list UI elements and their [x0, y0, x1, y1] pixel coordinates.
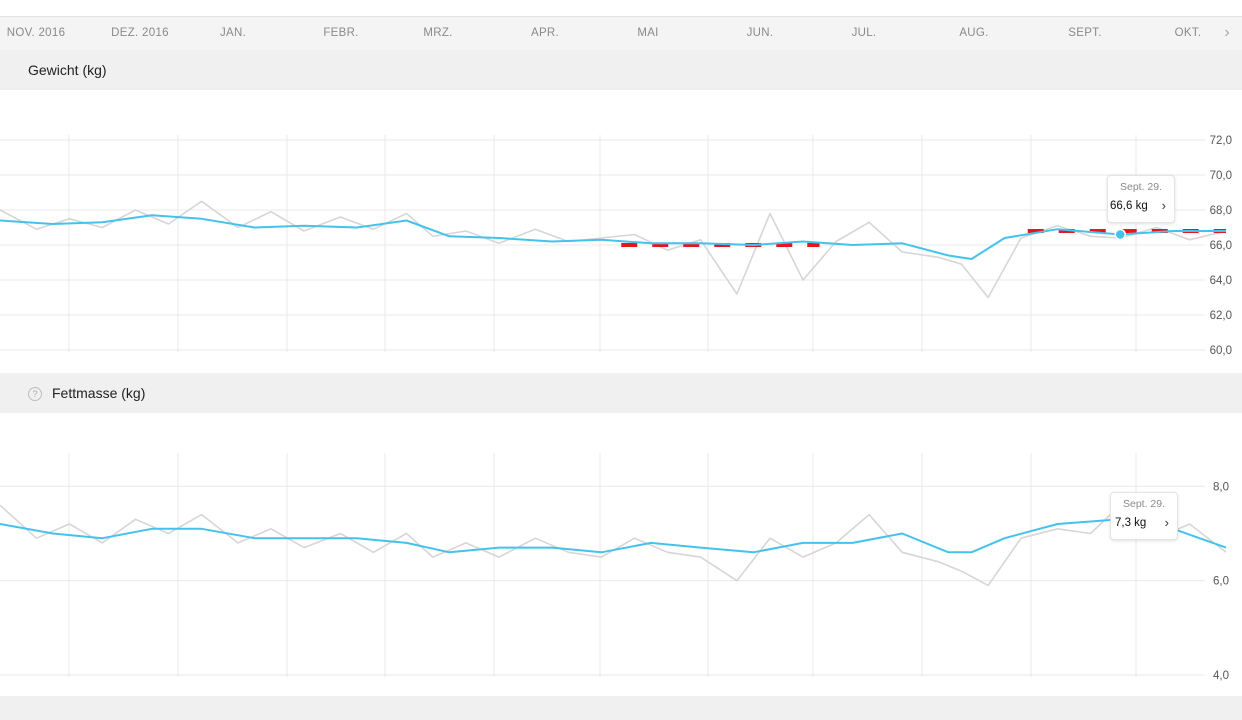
month-label[interactable]: DEZ. 2016 — [111, 27, 169, 39]
chevron-right-icon: › — [1164, 515, 1169, 530]
fat-tooltip-date: Sept. 29. — [1122, 498, 1166, 510]
fat-section-header: ? Fettmasse (kg) — [0, 373, 1242, 413]
fat-ytick-label: 4,0 — [1213, 670, 1229, 682]
fat-section-title: Fettmasse (kg) — [52, 385, 146, 401]
weight-trend-line — [0, 214, 1226, 260]
month-label[interactable]: JUN. — [746, 27, 774, 39]
fat-tooltip-value: 7,3 kg — [1115, 517, 1147, 529]
weight-ytick-label: 62,0 — [1210, 310, 1232, 322]
month-label[interactable]: MAI — [637, 27, 659, 39]
timeline-month-bar: NOV. 2016 DEZ. 2016 JAN. FEBR. MRZ. APR.… — [0, 17, 1242, 51]
month-label[interactable]: NOV. 2016 — [6, 27, 66, 39]
weight-section-title: Gewicht (kg) — [28, 62, 107, 78]
weight-ytick-label: 60,0 — [1210, 345, 1232, 357]
top-strip — [0, 0, 1242, 17]
next-section-header — [0, 696, 1242, 720]
month-label[interactable]: AUG. — [959, 27, 989, 39]
weight-tooltip[interactable]: Sept. 29. 66,6 kg › — [1107, 175, 1175, 223]
fat-chart[interactable]: 4,0 6,0 8,0 — [0, 413, 1242, 696]
month-label[interactable]: APR. — [530, 27, 560, 39]
weight-ytick-label: 64,0 — [1210, 275, 1232, 287]
month-label[interactable]: JAN. — [219, 27, 247, 39]
weight-measurement-line — [0, 200, 1227, 299]
weight-ytick-label: 72,0 — [1210, 135, 1232, 147]
question-circle-icon[interactable]: ? — [28, 387, 42, 401]
weight-ytick-label: 66,0 — [1210, 240, 1232, 252]
fat-trend-line — [0, 518, 1227, 554]
month-label[interactable]: JUL. — [851, 27, 877, 39]
month-label[interactable]: FEBR. — [323, 27, 359, 39]
weight-section-header: Gewicht (kg) — [0, 50, 1242, 90]
fat-ytick-label: 6,0 — [1213, 576, 1229, 588]
month-label[interactable]: OKT. — [1174, 27, 1202, 39]
weight-chart[interactable]: 60,0 62,0 64,0 66,0 68,0 70,0 72,0 — [0, 90, 1242, 373]
weight-ytick-label: 68,0 — [1210, 205, 1232, 217]
month-label[interactable]: SEPT. — [1068, 27, 1102, 39]
weight-tooltip-value: 66,6 kg — [1110, 200, 1148, 212]
fat-ytick-label: 8,0 — [1213, 481, 1229, 493]
chevron-right-icon: › — [1161, 198, 1166, 213]
weight-tooltip-date: Sept. 29. — [1119, 181, 1163, 193]
weight-highlight-point — [1114, 228, 1127, 241]
weight-ytick-label: 70,0 — [1210, 170, 1232, 182]
fat-tooltip[interactable]: Sept. 29. 7,3 kg › — [1110, 492, 1178, 540]
month-label[interactable]: MRZ. — [423, 27, 453, 39]
fat-measurement-line — [0, 504, 1227, 587]
chevron-right-icon[interactable]: › — [1224, 24, 1230, 41]
